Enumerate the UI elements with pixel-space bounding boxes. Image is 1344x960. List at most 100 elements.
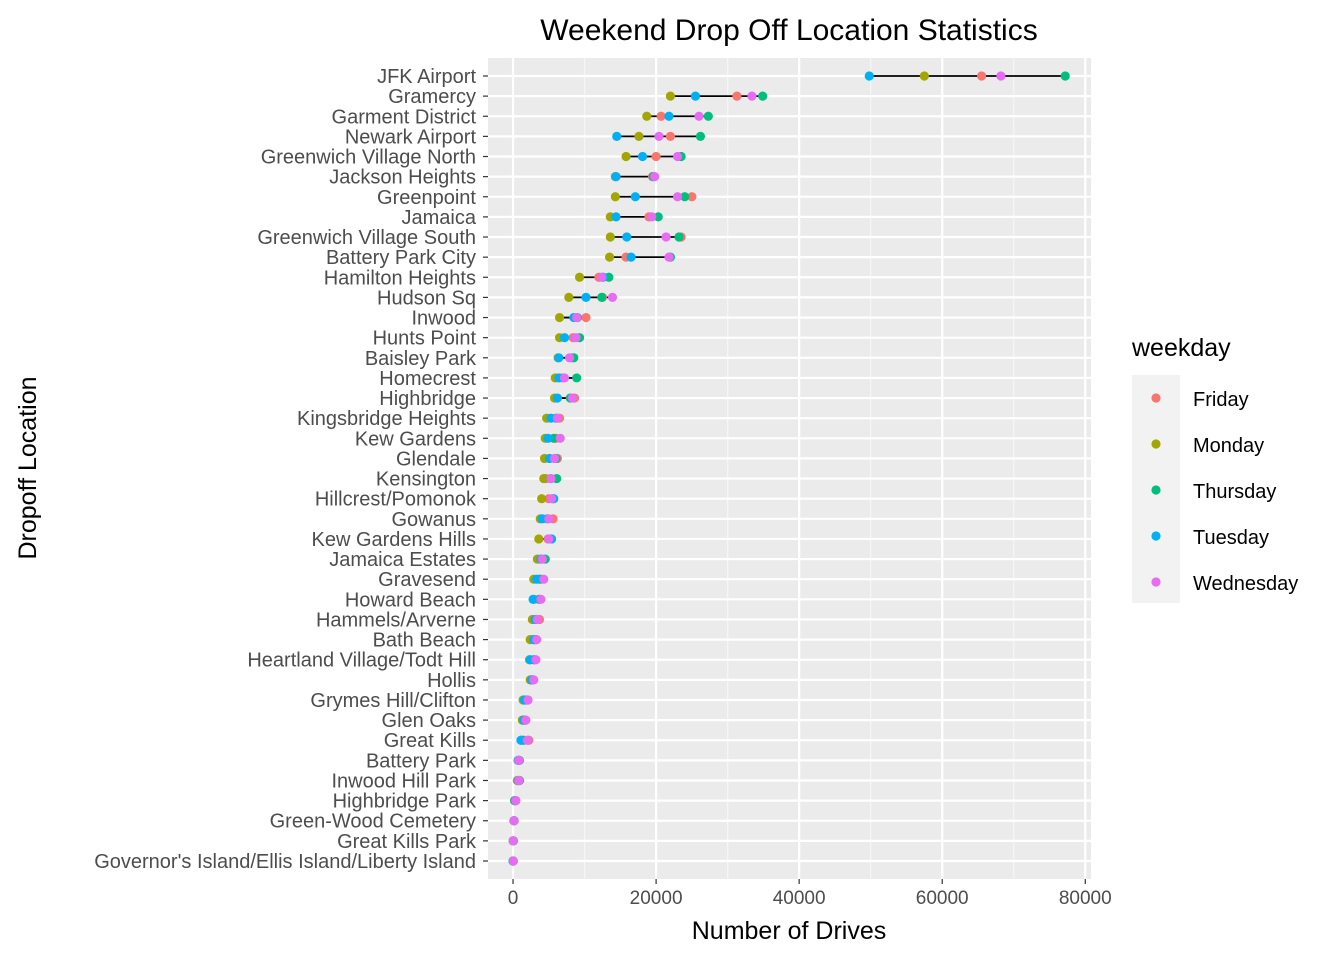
legend-key	[1151, 439, 1161, 449]
point	[703, 111, 713, 121]
point	[528, 594, 538, 604]
point	[544, 534, 554, 544]
point	[634, 131, 644, 141]
point	[605, 252, 615, 262]
point	[532, 614, 542, 625]
x-tick-label: 60000	[916, 888, 969, 909]
legend-key	[1151, 393, 1161, 403]
y-axis-label: Inwood	[412, 308, 477, 330]
point	[522, 735, 532, 745]
point	[1060, 71, 1070, 81]
legend: weekday Friday Monday Thursday Tuesday Wedne…	[1131, 334, 1298, 603]
point	[509, 816, 519, 826]
y-axis-label: Hunts Point	[373, 328, 477, 350]
y-axis-label: Baisley Park	[365, 348, 477, 370]
legend-label: Monday	[1193, 435, 1264, 457]
point	[687, 192, 697, 202]
y-axis-label: Greenwich Village South	[257, 227, 476, 249]
point	[532, 574, 542, 584]
point	[674, 232, 684, 242]
y-axis-label: Jamaica Estates	[329, 549, 476, 571]
point	[567, 393, 578, 403]
x-tick-label: 0	[508, 888, 519, 909]
y-axis-label: Heartland Village/Todt Hill	[247, 650, 476, 672]
point	[996, 71, 1006, 81]
point	[919, 71, 929, 81]
point	[622, 232, 632, 242]
point	[537, 494, 547, 504]
y-axis-label: Jamaica	[402, 207, 477, 229]
point	[514, 755, 524, 765]
point	[559, 333, 570, 343]
y-axis-label: Glendale	[396, 448, 476, 470]
legend-label: Wednesday	[1193, 573, 1298, 595]
point	[534, 534, 544, 544]
point	[564, 353, 575, 363]
point	[664, 252, 674, 262]
point	[537, 554, 547, 564]
y-axis-title: Dropoff Location	[14, 377, 42, 560]
data-points	[508, 71, 1070, 866]
point	[864, 71, 874, 81]
y-axis-label: Homecrest	[379, 368, 476, 390]
y-axis-label: Kew Gardens Hills	[311, 529, 476, 551]
point	[539, 574, 549, 584]
point	[690, 91, 701, 101]
y-axis-label: Hollis	[427, 670, 476, 692]
point	[508, 856, 518, 866]
point	[531, 655, 541, 665]
chart-title: Weekend Drop Off Location Statistics	[540, 14, 1037, 47]
y-axis-label: Hammels/Arverne	[316, 609, 476, 631]
point	[529, 675, 539, 685]
y-axis-label: Hillcrest/Pomonok	[315, 489, 477, 511]
point	[537, 514, 547, 524]
y-axis-label: Greenwich Village North	[261, 147, 476, 169]
point	[651, 151, 661, 162]
point	[546, 473, 556, 484]
x-axis-ticks	[512, 879, 1086, 884]
point	[758, 91, 768, 101]
x-tick-label: 40000	[773, 888, 826, 909]
point	[611, 212, 621, 222]
point	[511, 796, 521, 806]
y-axis-label: Glen Oaks	[382, 710, 476, 732]
y-axis-label: Inwood Hill Park	[331, 770, 477, 792]
legend-key	[1151, 485, 1161, 495]
grid-minor	[583, 58, 1015, 879]
y-axis-label: Newark Airport	[345, 126, 477, 148]
y-axis-label: Gowanus	[392, 509, 477, 531]
y-axis-label: Hudson Sq	[377, 287, 476, 309]
y-axis-ticks	[483, 75, 488, 862]
point	[653, 212, 663, 222]
point	[665, 131, 676, 141]
point	[564, 292, 574, 303]
y-axis-label: Highbridge	[379, 388, 476, 410]
point	[664, 111, 674, 121]
point	[605, 232, 615, 242]
point	[747, 91, 757, 101]
point	[554, 312, 565, 323]
point	[626, 252, 636, 262]
legend-item-wednesday: Wednesday	[1151, 573, 1298, 595]
point	[581, 292, 591, 303]
point	[661, 232, 671, 242]
point	[571, 333, 581, 343]
point	[656, 111, 666, 121]
point	[637, 151, 648, 162]
point	[597, 292, 607, 303]
y-axis-label: Howard Beach	[345, 589, 476, 611]
point	[516, 735, 526, 745]
y-axis-label: Gravesend	[378, 569, 476, 591]
point	[612, 131, 622, 141]
point	[654, 131, 664, 141]
point	[607, 292, 618, 303]
legend-label: Tuesday	[1193, 527, 1269, 549]
point	[536, 594, 546, 604]
point	[611, 172, 621, 182]
point	[555, 433, 565, 443]
y-axis-label: Jackson Heights	[329, 167, 476, 189]
grid-major	[488, 58, 1091, 879]
point	[559, 373, 570, 383]
y-axis-label: Highbridge Park	[333, 791, 477, 813]
point	[532, 634, 542, 645]
